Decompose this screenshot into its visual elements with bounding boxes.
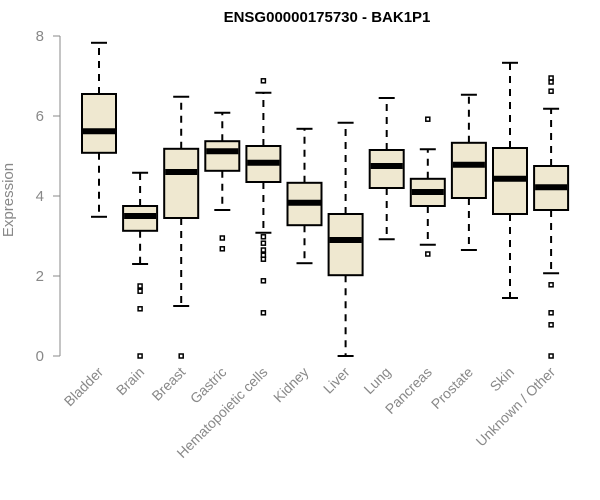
box-breast (163, 95, 200, 359)
box-hematopoietic-cells (245, 78, 282, 316)
x-tick-label-liver: Liver (320, 364, 353, 397)
outlier-point (260, 247, 267, 253)
iqr-box (163, 147, 200, 219)
outlier-point (548, 88, 554, 94)
iqr-box (204, 140, 241, 172)
box-lung (368, 97, 405, 241)
outlier-point (260, 240, 267, 246)
outlier-point (425, 116, 431, 122)
x-tick-label-brain: Brain (113, 364, 147, 398)
outlier-point (178, 353, 184, 359)
x-tick-label-prostate: Prostate (428, 364, 476, 412)
outlier-point (425, 251, 431, 257)
box-gastric (204, 111, 241, 252)
y-tick-label-4: 4 (36, 188, 44, 205)
chart-title: ENSG00000175730 - BAK1P1 (224, 9, 431, 26)
x-tick-label-kidney: Kidney (270, 364, 312, 406)
outlier-point (548, 310, 554, 316)
box-unknown-other (533, 75, 570, 359)
box-skin (492, 61, 528, 299)
outlier-point (260, 78, 267, 84)
y-tick-label-6: 6 (36, 108, 44, 125)
outlier-point (260, 278, 267, 284)
outlier-point (260, 256, 267, 262)
x-tick-label-lung: Lung (360, 364, 393, 397)
x-tick-label-breast: Breast (148, 364, 188, 404)
outlier-point (219, 235, 226, 241)
iqr-box (81, 93, 117, 154)
box-pancreas (409, 116, 446, 257)
iqr-box (327, 213, 364, 277)
box-brain (122, 171, 159, 359)
y-axis-label: Expression (0, 163, 17, 237)
outlier-point (137, 306, 143, 312)
y-tick-label-0: 0 (36, 348, 44, 365)
outlier-point (260, 310, 267, 316)
box-bladder (81, 41, 117, 218)
box-liver (327, 121, 364, 357)
outlier-point (548, 79, 554, 85)
outlier-point (260, 234, 267, 240)
outlier-point (548, 353, 554, 359)
outlier-point (548, 282, 554, 288)
iqr-box (450, 141, 487, 200)
y-axis: 0 2 4 6 8 (36, 28, 61, 365)
boxes-group (81, 41, 570, 359)
outlier-point (137, 288, 143, 294)
outlier-point (137, 353, 143, 359)
box-prostate (450, 93, 487, 251)
y-tick-label-8: 8 (36, 28, 44, 45)
x-tick-label-bladder: Bladder (61, 364, 107, 410)
outlier-point (548, 322, 554, 328)
box-kidney (286, 127, 323, 265)
outlier-point (137, 283, 143, 289)
outlier-point (219, 246, 226, 252)
y-tick-label-2: 2 (36, 268, 44, 285)
x-tick-label-skin: Skin (487, 364, 518, 395)
